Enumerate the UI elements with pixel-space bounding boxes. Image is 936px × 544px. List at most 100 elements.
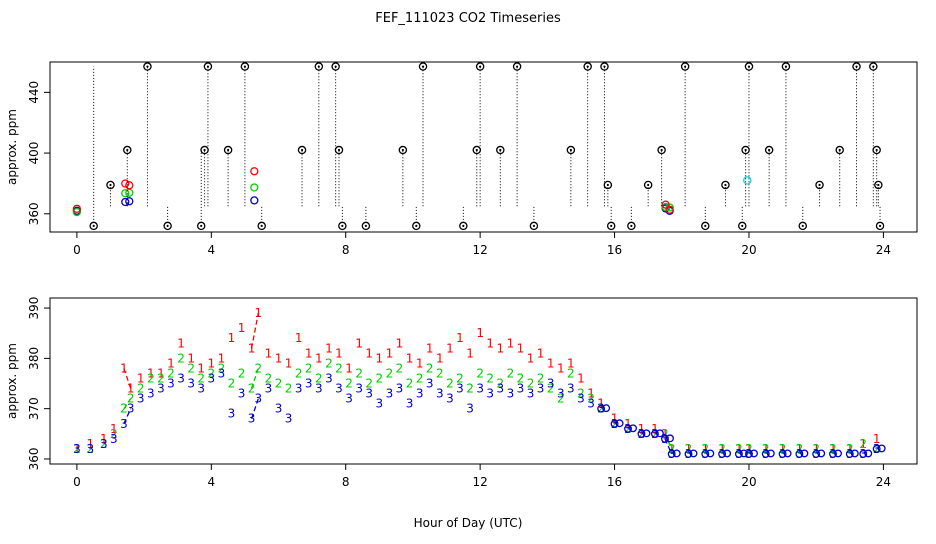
series-2-point: 2	[517, 371, 525, 385]
series-1-point: 1	[436, 351, 444, 365]
raw-marker-dot	[421, 65, 425, 68]
series-3-tail-point	[745, 449, 753, 458]
series-1-point: 1	[638, 422, 646, 436]
raw-marker-dot	[838, 148, 841, 152]
series-2-point: 2	[265, 371, 273, 385]
plot-frame	[49, 61, 918, 233]
raw-marker	[143, 62, 152, 71]
series-3-point: 3	[587, 397, 595, 411]
series-3-point: 3	[157, 382, 165, 396]
series-3-point: 3	[557, 387, 565, 401]
x-tick-label: 4	[207, 475, 215, 489]
raw-marker-dot	[855, 65, 858, 68]
series-3-point: 3	[496, 382, 504, 396]
series-3-point: 3	[547, 377, 555, 391]
series-3-point: 3	[335, 382, 343, 396]
series-3-tail-point	[859, 449, 868, 458]
series-2-point: 2	[466, 382, 474, 396]
series-1-point: 1	[167, 356, 175, 370]
y-axis-label: approx. ppm	[5, 343, 19, 419]
series-3-point: 3	[476, 382, 484, 396]
series-2-point: 2	[426, 361, 434, 375]
series-1-point: 1	[446, 341, 454, 355]
series-2-point: 2	[745, 442, 753, 456]
raw-marker	[496, 145, 505, 155]
series-1-point: 1	[762, 442, 770, 456]
series-3-point: 3	[147, 387, 155, 401]
raw-marker-dot	[586, 65, 589, 68]
series-2-point: 2	[624, 422, 632, 436]
raw-marker	[123, 145, 132, 155]
y-tick-label: 370	[27, 397, 41, 420]
series-3-tail-markers	[597, 404, 886, 458]
series-3-point: 3	[137, 392, 145, 406]
series-3-point: 3	[275, 402, 283, 416]
top-panel: 0 4 8 12 16 20 24 360 400 440 approx. ppm	[5, 61, 918, 257]
series-1-point: 1	[597, 397, 605, 411]
series-2-point: 2	[295, 366, 303, 380]
series-2-point: 2	[496, 377, 504, 391]
series-3-point: 3	[718, 447, 726, 461]
series-2-point: 2	[285, 382, 293, 396]
series-1-point: 1	[127, 382, 135, 396]
raw-marker	[297, 145, 307, 155]
series-1-point: 1	[325, 341, 333, 355]
series-3-point: 3	[355, 382, 363, 396]
raw-marker	[412, 221, 421, 231]
series-2-point: 2	[547, 382, 555, 396]
plot-frame	[49, 297, 918, 465]
series-3-point: 3	[255, 392, 263, 406]
raw-marker	[196, 221, 206, 231]
series-3-point: 3	[406, 397, 414, 411]
x-tick-label: 4	[207, 243, 215, 257]
series-3-tail-point	[817, 449, 826, 458]
y-axis-label: approx. ppm	[5, 109, 19, 185]
series-1-point: 1	[873, 432, 881, 446]
series-1-point: 1	[577, 371, 585, 385]
cyan-marker	[743, 176, 752, 185]
raw-marker	[680, 62, 690, 71]
raw-marker-dot	[747, 65, 751, 68]
series-3-tail-point	[637, 429, 646, 438]
raw-marker	[200, 145, 209, 155]
raw-marker	[603, 180, 613, 190]
series-3-point: 3	[577, 392, 585, 406]
series-2-point: 2	[577, 387, 585, 401]
x-axis-label: Hour of Day (UTC)	[414, 516, 523, 530]
series-3-point: 3	[507, 387, 515, 401]
raw-marker	[223, 145, 233, 155]
series-3-point: 3	[638, 427, 646, 441]
raw-marker-dot	[532, 224, 536, 228]
series-3-tail-point	[718, 449, 727, 458]
series-3-tail-point	[850, 449, 859, 458]
series-1-point: 1	[466, 346, 474, 360]
series-2-point: 2	[486, 371, 494, 385]
raw-marker	[874, 180, 883, 190]
raw-marker-dot	[744, 148, 747, 152]
series-3-tail-point	[650, 429, 659, 438]
series-1-point: 1	[537, 346, 545, 360]
series-1-point: 1	[285, 356, 293, 370]
series-2-point: 2	[275, 377, 283, 391]
series-3-point: 3	[177, 371, 185, 385]
raw-marker-dot	[741, 224, 744, 228]
raw-marker-dot	[334, 65, 337, 68]
x-tick-label: 24	[876, 243, 891, 257]
series-2-point: 2	[248, 382, 256, 396]
series-3-tail-point	[834, 449, 842, 458]
series-3-tail-point	[872, 444, 881, 453]
series-3-point: 3	[745, 447, 753, 461]
series-3-point: 3	[285, 412, 293, 426]
series-2-point: 2	[651, 427, 659, 441]
series-2-point: 2	[507, 366, 515, 380]
series-2-point: 2	[416, 371, 424, 385]
series-2-point: 2	[197, 371, 205, 385]
raw-marker	[512, 62, 522, 71]
series-1-point: 1	[735, 442, 743, 456]
top-series-3-point	[250, 196, 259, 205]
top-series-2-point	[121, 189, 130, 198]
series-2-point: 2	[638, 427, 646, 441]
series-2-point: 2	[661, 427, 669, 441]
